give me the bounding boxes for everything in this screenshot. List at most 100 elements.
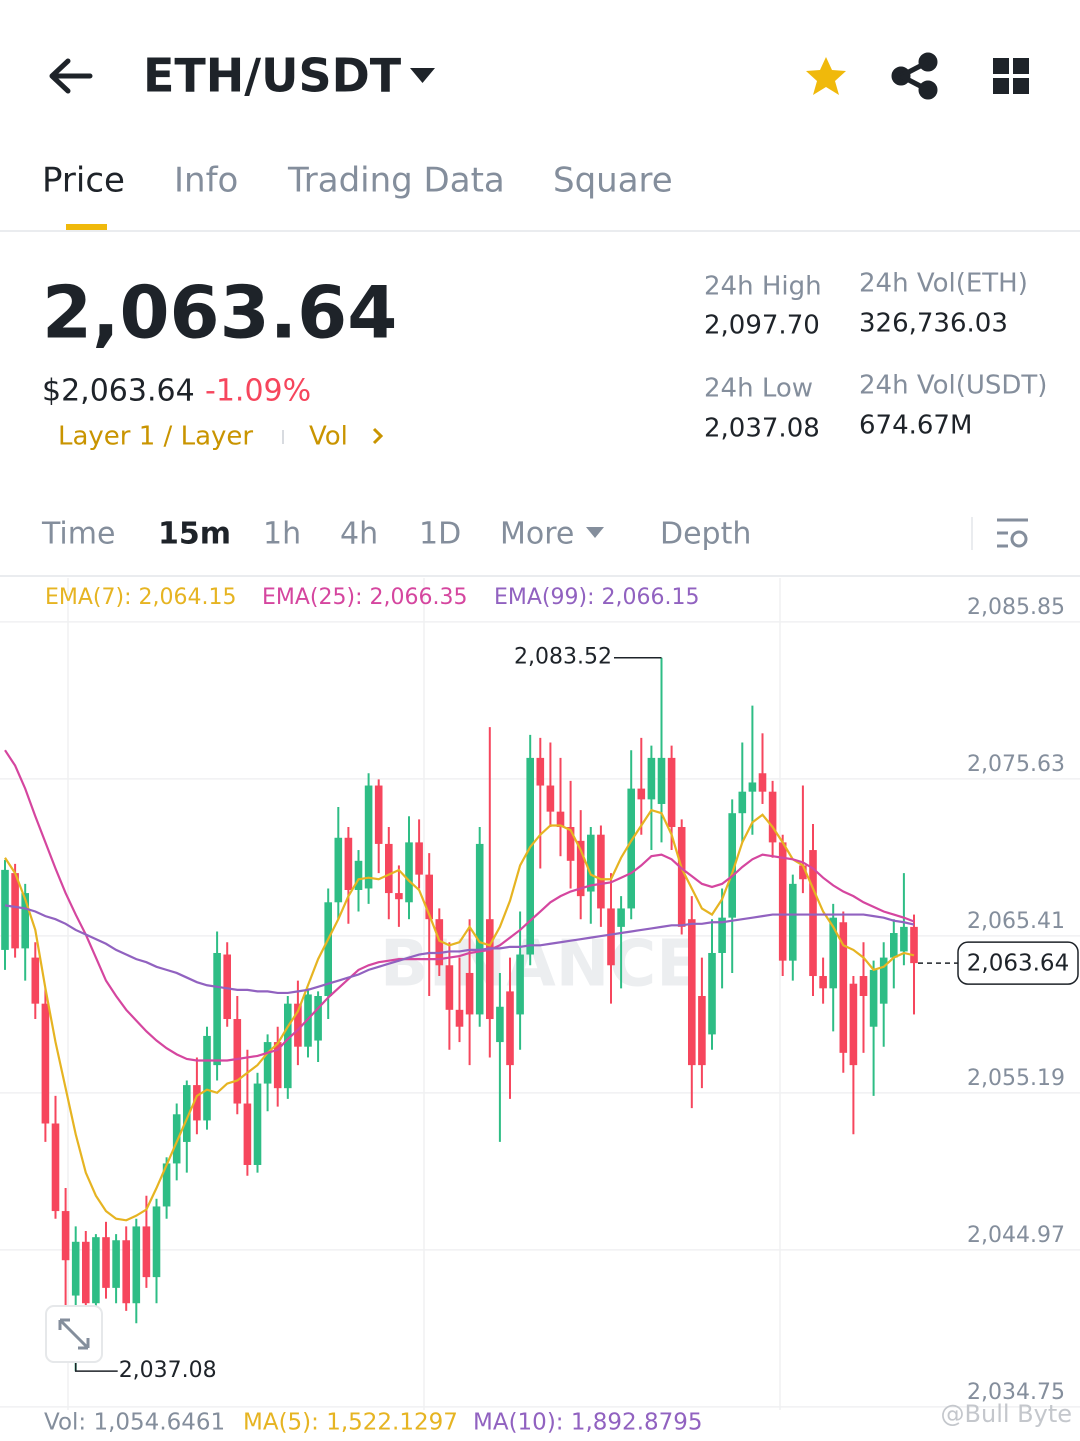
legend-entry: EMA(7): 2,064.15	[45, 585, 236, 610]
candle-body	[486, 919, 494, 1020]
low-label: 2,037.08	[119, 1358, 217, 1383]
candle-body	[344, 837, 353, 890]
candle-body	[587, 834, 595, 892]
ema-line	[4, 904, 915, 995]
candle-body	[405, 842, 413, 903]
interval[interactable]: 15m	[158, 517, 231, 552]
candle-body	[142, 1226, 151, 1278]
tab-indicator	[66, 224, 107, 230]
tab[interactable]: Square	[553, 161, 673, 201]
candle-body	[809, 850, 817, 977]
candle-body	[61, 1211, 70, 1261]
layout-button[interactable]	[993, 58, 1029, 94]
candle-body	[667, 757, 676, 828]
candle-body	[647, 757, 656, 800]
candle-body	[879, 957, 888, 1004]
legend-entry: EMA(99): 2,066.15	[494, 585, 699, 610]
y-tick-label: 2,085.85	[967, 595, 1065, 620]
candle-body	[637, 788, 646, 800]
tab[interactable]: Trading Data	[287, 161, 505, 201]
ma10-label: MA(10): 1,892.8795	[473, 1410, 703, 1436]
candle-body	[233, 1019, 242, 1104]
candle-body	[112, 1240, 120, 1288]
tab[interactable]: Price	[42, 161, 125, 201]
candle-body	[334, 837, 343, 903]
candle-body	[556, 811, 565, 828]
favorite-star[interactable]	[806, 57, 846, 95]
volume-label: Vol: 1,054.6461	[44, 1410, 225, 1436]
ema-line	[4, 808, 915, 1222]
stat-label: 24h Vol(USDT)	[859, 371, 1047, 401]
chart-settings[interactable]	[997, 518, 1028, 548]
candle-body	[728, 813, 736, 918]
tab[interactable]: Info	[174, 161, 238, 201]
candle-body	[536, 757, 545, 786]
stat-value: 2,097.70	[704, 311, 820, 341]
interval[interactable]: 1h	[263, 517, 301, 552]
candle-body	[364, 785, 373, 889]
candle-body	[869, 969, 878, 1027]
candle-body	[132, 1226, 141, 1304]
last-price: 2,063.64	[42, 271, 397, 355]
y-tick-label: 2,065.41	[967, 909, 1065, 934]
pair-dropdown[interactable]	[410, 68, 435, 83]
candle-body	[465, 972, 474, 1015]
candle-body	[21, 893, 29, 949]
stat-value: 2,037.08	[704, 414, 820, 444]
candle-body	[849, 983, 858, 1066]
candle-body	[51, 1123, 60, 1212]
legend-entry: EMA(25): 2,066.35	[262, 585, 467, 610]
ema-line	[4, 749, 915, 1062]
candle-body	[566, 827, 575, 861]
more-caret	[586, 527, 604, 538]
candle-body	[617, 908, 625, 927]
candle-body	[455, 1009, 464, 1027]
candle-body	[162, 1163, 171, 1207]
interval[interactable]: Time	[41, 517, 115, 552]
candle-body	[657, 757, 666, 804]
interval[interactable]: More	[500, 517, 574, 552]
candle-body	[172, 1114, 181, 1164]
candle-body	[597, 834, 605, 909]
candle-body	[819, 976, 827, 989]
share-button[interactable]	[891, 52, 938, 100]
price-change: -1.09%	[205, 374, 311, 409]
interval[interactable]: 4h	[340, 517, 378, 552]
y-tick-label: 2,055.19	[967, 1066, 1065, 1091]
candle-body	[183, 1085, 191, 1142]
candle-body	[698, 995, 706, 1066]
candle-body	[354, 860, 363, 890]
candle-body	[496, 1006, 504, 1043]
interval[interactable]: 1D	[419, 517, 461, 552]
stat-label: 24h High	[704, 272, 822, 302]
candle-body	[374, 785, 383, 844]
candle-body	[324, 902, 332, 996]
candle-body	[92, 1237, 100, 1304]
candle-body	[395, 893, 403, 900]
candle-body	[890, 933, 898, 958]
interval[interactable]: Depth	[660, 517, 751, 552]
y-tick-label: 2,044.97	[967, 1223, 1065, 1248]
candle-body	[223, 954, 231, 1020]
candle-body	[425, 874, 433, 920]
candle-body	[627, 788, 635, 909]
candle-body	[294, 1003, 302, 1047]
candle-body	[839, 922, 848, 1053]
high-label: 2,083.52	[514, 645, 612, 670]
candle-body	[516, 954, 524, 1015]
candle-body	[445, 965, 454, 1010]
candle-body	[748, 782, 757, 792]
pair-title[interactable]: ETH/USDT	[143, 49, 402, 103]
back-button[interactable]	[49, 58, 93, 94]
candle-body	[475, 843, 484, 1015]
candle-body	[859, 976, 868, 996]
tag[interactable]: Vol	[309, 422, 348, 452]
candle-body	[778, 842, 787, 961]
candle-body	[910, 926, 918, 964]
candle-body	[576, 840, 585, 897]
tag[interactable]: Layer 1 / Layer	[58, 422, 253, 452]
candle-body	[152, 1206, 161, 1278]
last-price-box	[957, 941, 1079, 985]
